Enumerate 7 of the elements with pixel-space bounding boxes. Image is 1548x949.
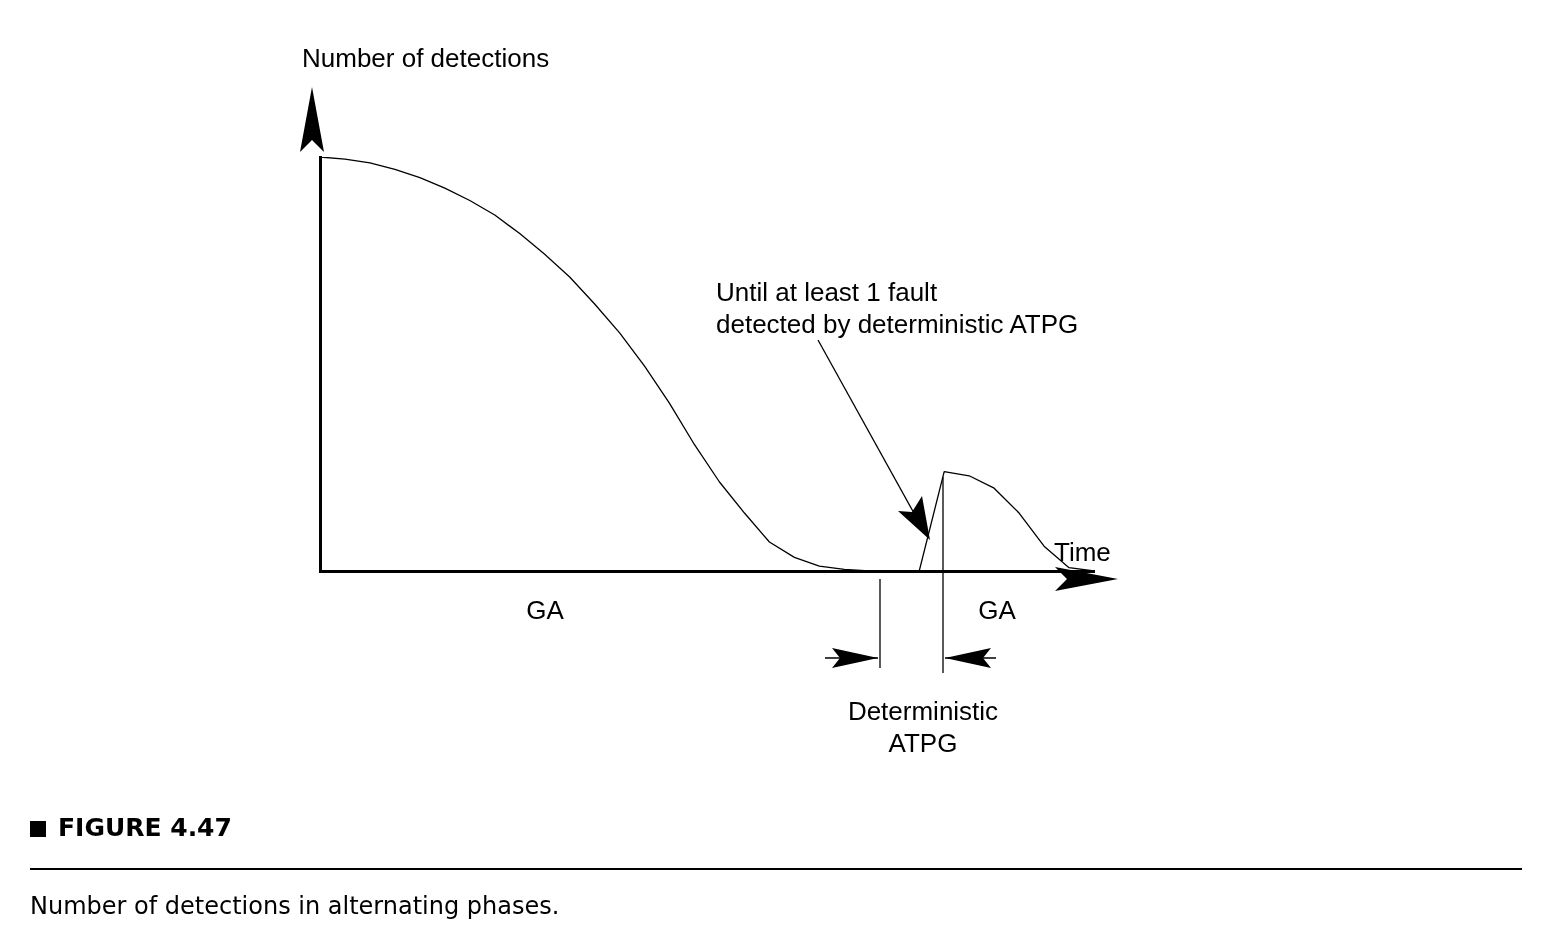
- x-axis-title: Time: [1054, 536, 1111, 568]
- annotation: Until at least 1 fault detected by deterministic ATPG: [716, 276, 1079, 340]
- text: Number of detections in alternating phases.: [30, 891, 560, 922]
- y-axis-title: Number of detections: [302, 42, 550, 74]
- text: Deterministic ATPG: [847, 695, 999, 759]
- text: FIGURE 4.47: [58, 812, 232, 844]
- text: GA: [526, 594, 564, 626]
